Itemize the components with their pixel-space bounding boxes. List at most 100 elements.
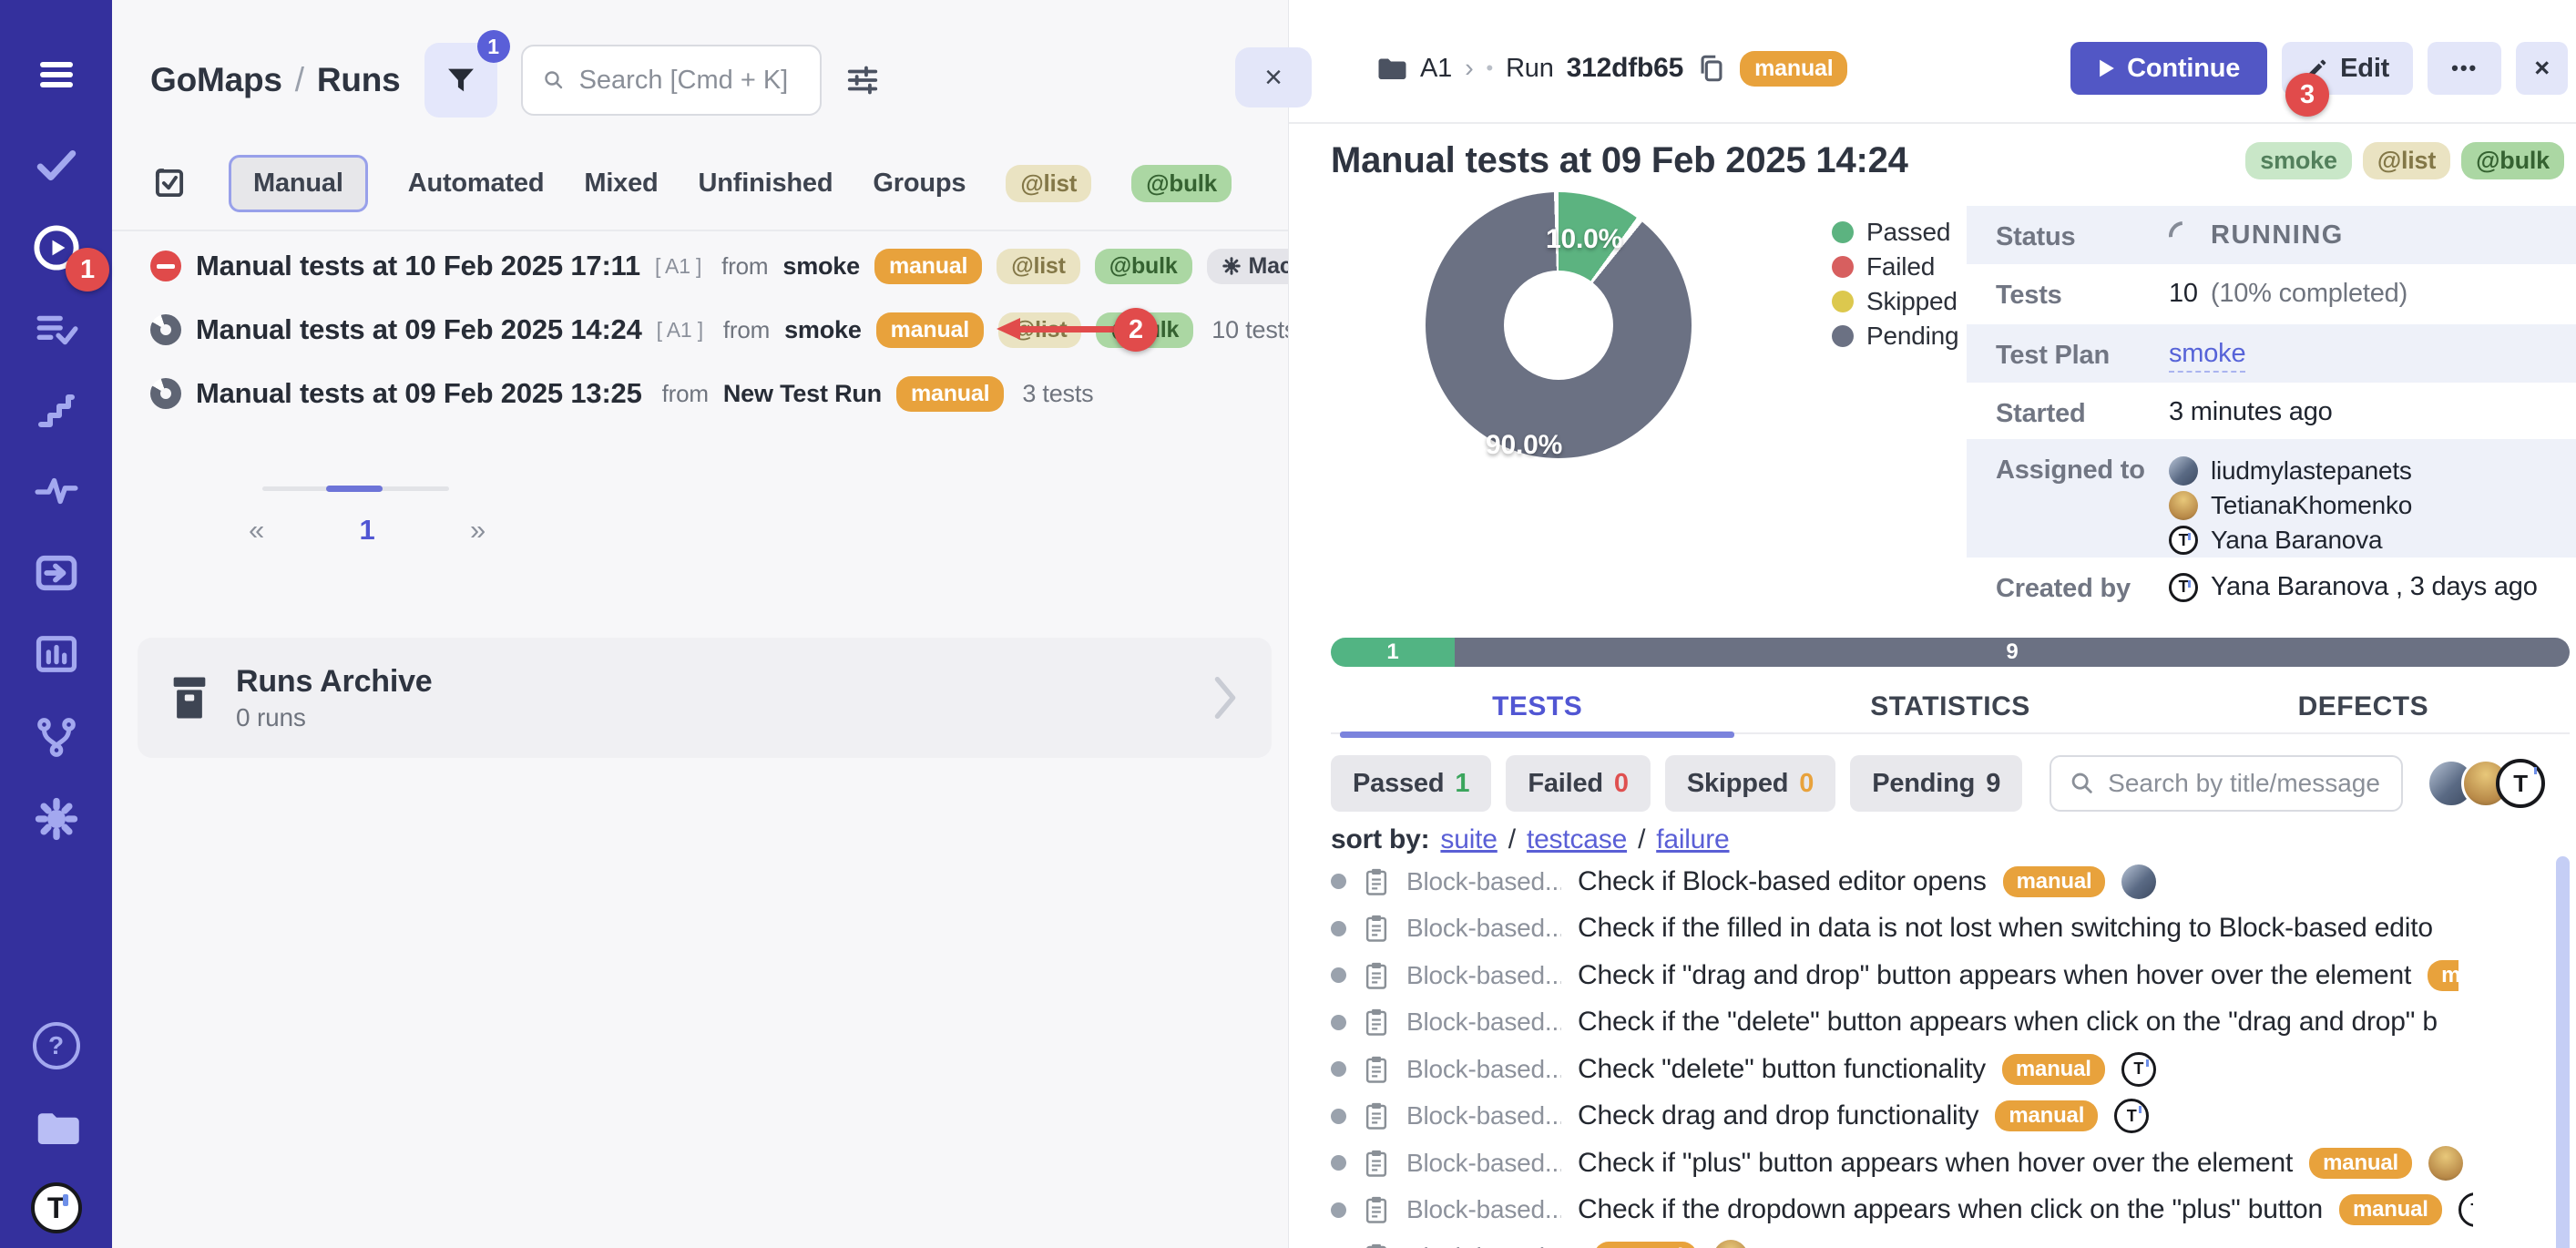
tests-search-input[interactable] — [2106, 768, 2383, 799]
test-title[interactable]: Check if the "delete" button appears whe… — [1578, 1007, 2438, 1038]
vertical-scrollbar-thumb[interactable] — [2556, 856, 2570, 1248]
run-row-3[interactable]: Manual tests at 09 Feb 2025 13:25 from N… — [150, 363, 1270, 425]
test-title[interactable]: Check if Block-based editor opens — [1578, 866, 1987, 897]
filter-passed-button[interactable]: Passed 1 — [1331, 755, 1491, 812]
tag-manual[interactable]: manual — [2428, 960, 2458, 991]
suite-label[interactable]: Block-based... — [1406, 1008, 1561, 1037]
sidebar-item-testcases[interactable] — [0, 138, 112, 192]
continue-button[interactable]: Continue — [2070, 42, 2267, 95]
user-avatar[interactable]: T — [0, 1181, 112, 1235]
tag-manual[interactable]: manual — [2309, 1148, 2412, 1179]
test-title[interactable]: Check if "drag and drop" button appears … — [1578, 960, 2411, 991]
test-row-8[interactable]: Block-based... Check if the dropdown app… — [1331, 1187, 2576, 1234]
test-title[interactable]: Check if the dropdown appears when click… — [1578, 1194, 2323, 1225]
test-title[interactable]: Check "delete" button functionality — [1578, 1054, 1986, 1085]
avatar[interactable] — [2428, 1146, 2463, 1181]
suite-label[interactable]: Block-based... — [1406, 867, 1561, 896]
test-title[interactable]: Check if the filled in data is not lost … — [1578, 913, 2433, 944]
scrollbar-thumb[interactable] — [326, 486, 383, 492]
run-row-1[interactable]: Manual tests at 10 Feb 2025 17:11 [ A1 ]… — [150, 235, 1270, 297]
tag-manual[interactable]: manual — [876, 312, 984, 348]
sidebar-item-milestones[interactable] — [0, 383, 112, 437]
suite-label[interactable]: Block-based... — [1406, 1055, 1561, 1084]
filter-skipped-button[interactable]: Skipped 0 — [1665, 755, 1835, 812]
sort-by-testcase[interactable]: testcase — [1527, 824, 1627, 855]
avatar[interactable] — [2121, 864, 2156, 899]
assigned-user[interactable]: TetianaKhomenko — [2169, 488, 2412, 523]
tag-list[interactable]: @list — [2363, 142, 2450, 179]
tag-manual[interactable]: manual — [896, 376, 1004, 412]
sidebar-item-integrations[interactable] — [0, 710, 112, 764]
test-row-1[interactable]: Block-based... Check if Block-based edit… — [1331, 858, 2576, 905]
horizontal-scrollbar[interactable] — [262, 486, 449, 491]
sidebar-item-projects[interactable] — [0, 1100, 112, 1155]
tag-manual[interactable]: manual — [2003, 866, 2106, 897]
breadcrumb-project[interactable]: A1 — [1420, 54, 1452, 84]
filter-tag-list[interactable]: @list — [1006, 165, 1091, 202]
suite-label[interactable]: Block-based... — [1406, 961, 1561, 990]
breadcrumb-project[interactable]: GoMaps — [150, 61, 282, 99]
tag-manual[interactable]: manual — [1740, 51, 1847, 87]
tab-statistics[interactable]: STATISTICS — [1743, 681, 2156, 732]
sidebar-item-help[interactable]: ? — [0, 1018, 112, 1073]
runs-archive-card[interactable]: Runs Archive 0 runs — [138, 638, 1272, 758]
tab-groups[interactable]: Groups — [873, 169, 966, 199]
more-button[interactable]: ••• — [2428, 42, 2501, 95]
suite-label[interactable]: Block-based... — [1406, 1101, 1561, 1130]
sidebar-item-activity[interactable] — [0, 464, 112, 518]
suite-label[interactable]: Block-based... — [1406, 1149, 1561, 1178]
tag-bulk[interactable]: @bulk — [2461, 142, 2564, 179]
tag-manual[interactable]: manual — [2002, 1054, 2105, 1085]
pagination-prev[interactable]: « — [249, 514, 264, 547]
avatar[interactable]: T — [2458, 1192, 2473, 1227]
test-row-3[interactable]: Block-based... Check if "drag and drop" … — [1331, 952, 2576, 999]
test-plan-link[interactable]: smoke — [2169, 339, 2245, 373]
test-title[interactable]: Check if "plus" button appears when hove… — [1578, 1148, 2293, 1179]
tab-unfinished[interactable]: Unfinished — [699, 169, 833, 199]
copy-icon[interactable] — [1696, 51, 1727, 86]
runs-search-input[interactable] — [578, 65, 800, 97]
filter-button[interactable]: 1 — [424, 43, 497, 118]
tab-automated[interactable]: Automated — [408, 169, 545, 199]
sidebar-item-import[interactable] — [0, 546, 112, 600]
select-runs-icon[interactable] — [150, 164, 189, 202]
filter-tag-bulk[interactable]: @bulk — [1131, 165, 1232, 202]
close-run-button[interactable]: × — [2516, 42, 2568, 95]
tab-tests[interactable]: TESTS — [1331, 681, 1743, 732]
sliders-icon[interactable] — [845, 63, 880, 97]
filter-failed-button[interactable]: Failed 0 — [1506, 755, 1651, 812]
test-row-4[interactable]: Block-based... Check if the "delete" but… — [1331, 999, 2576, 1047]
tag-manual[interactable]: manual — [1594, 1242, 1697, 1248]
test-row-7[interactable]: Block-based... Check if "plus" button ap… — [1331, 1140, 2576, 1187]
avatar[interactable]: T — [2121, 1052, 2156, 1087]
sidebar-item-settings[interactable] — [0, 792, 112, 846]
avatar[interactable] — [1713, 1240, 1748, 1248]
test-row-5[interactable]: Block-based... Check "delete" button fun… — [1331, 1046, 2576, 1093]
tab-manual[interactable]: Manual — [229, 155, 368, 212]
assignee-avatar-stack[interactable]: T — [2427, 759, 2545, 808]
assigned-user[interactable]: T Yana Baranova — [2169, 523, 2412, 558]
pagination-next[interactable]: » — [470, 514, 486, 547]
close-panel-button[interactable]: × — [1235, 47, 1312, 107]
tag-smoke[interactable]: smoke — [2245, 142, 2352, 179]
test-row-6[interactable]: Block-based... Check drag and drop funct… — [1331, 1093, 2576, 1141]
tag-list[interactable]: @list — [997, 249, 1080, 284]
tag-manual[interactable]: manual — [2339, 1194, 2442, 1225]
suite-label[interactable]: Block-based... — [1406, 914, 1561, 943]
avatar[interactable]: T — [2114, 1099, 2149, 1133]
test-row-2[interactable]: Block-based... Check if the filled in da… — [1331, 905, 2576, 953]
tag-bulk[interactable]: @bulk — [1095, 249, 1192, 284]
tag-manual[interactable]: manual — [874, 249, 982, 284]
sort-by-suite[interactable]: suite — [1440, 824, 1497, 855]
pagination-page-1[interactable]: 1 — [359, 514, 374, 547]
test-title[interactable]: Check drag and drop functionality — [1578, 1100, 1978, 1131]
test-row-9-partial[interactable]: Block-based... manual — [1331, 1233, 2576, 1248]
sidebar-item-testplans[interactable] — [0, 302, 112, 357]
suite-label[interactable]: Block-based... — [1406, 1243, 1561, 1248]
filter-pending-button[interactable]: Pending 9 — [1850, 755, 2022, 812]
tab-defects[interactable]: DEFECTS — [2157, 681, 2570, 732]
tab-mixed[interactable]: Mixed — [584, 169, 658, 199]
assigned-user[interactable]: liudmylastepanets — [2169, 454, 2412, 488]
sort-by-failure[interactable]: failure — [1656, 824, 1729, 855]
suite-label[interactable]: Block-based... — [1406, 1195, 1561, 1224]
